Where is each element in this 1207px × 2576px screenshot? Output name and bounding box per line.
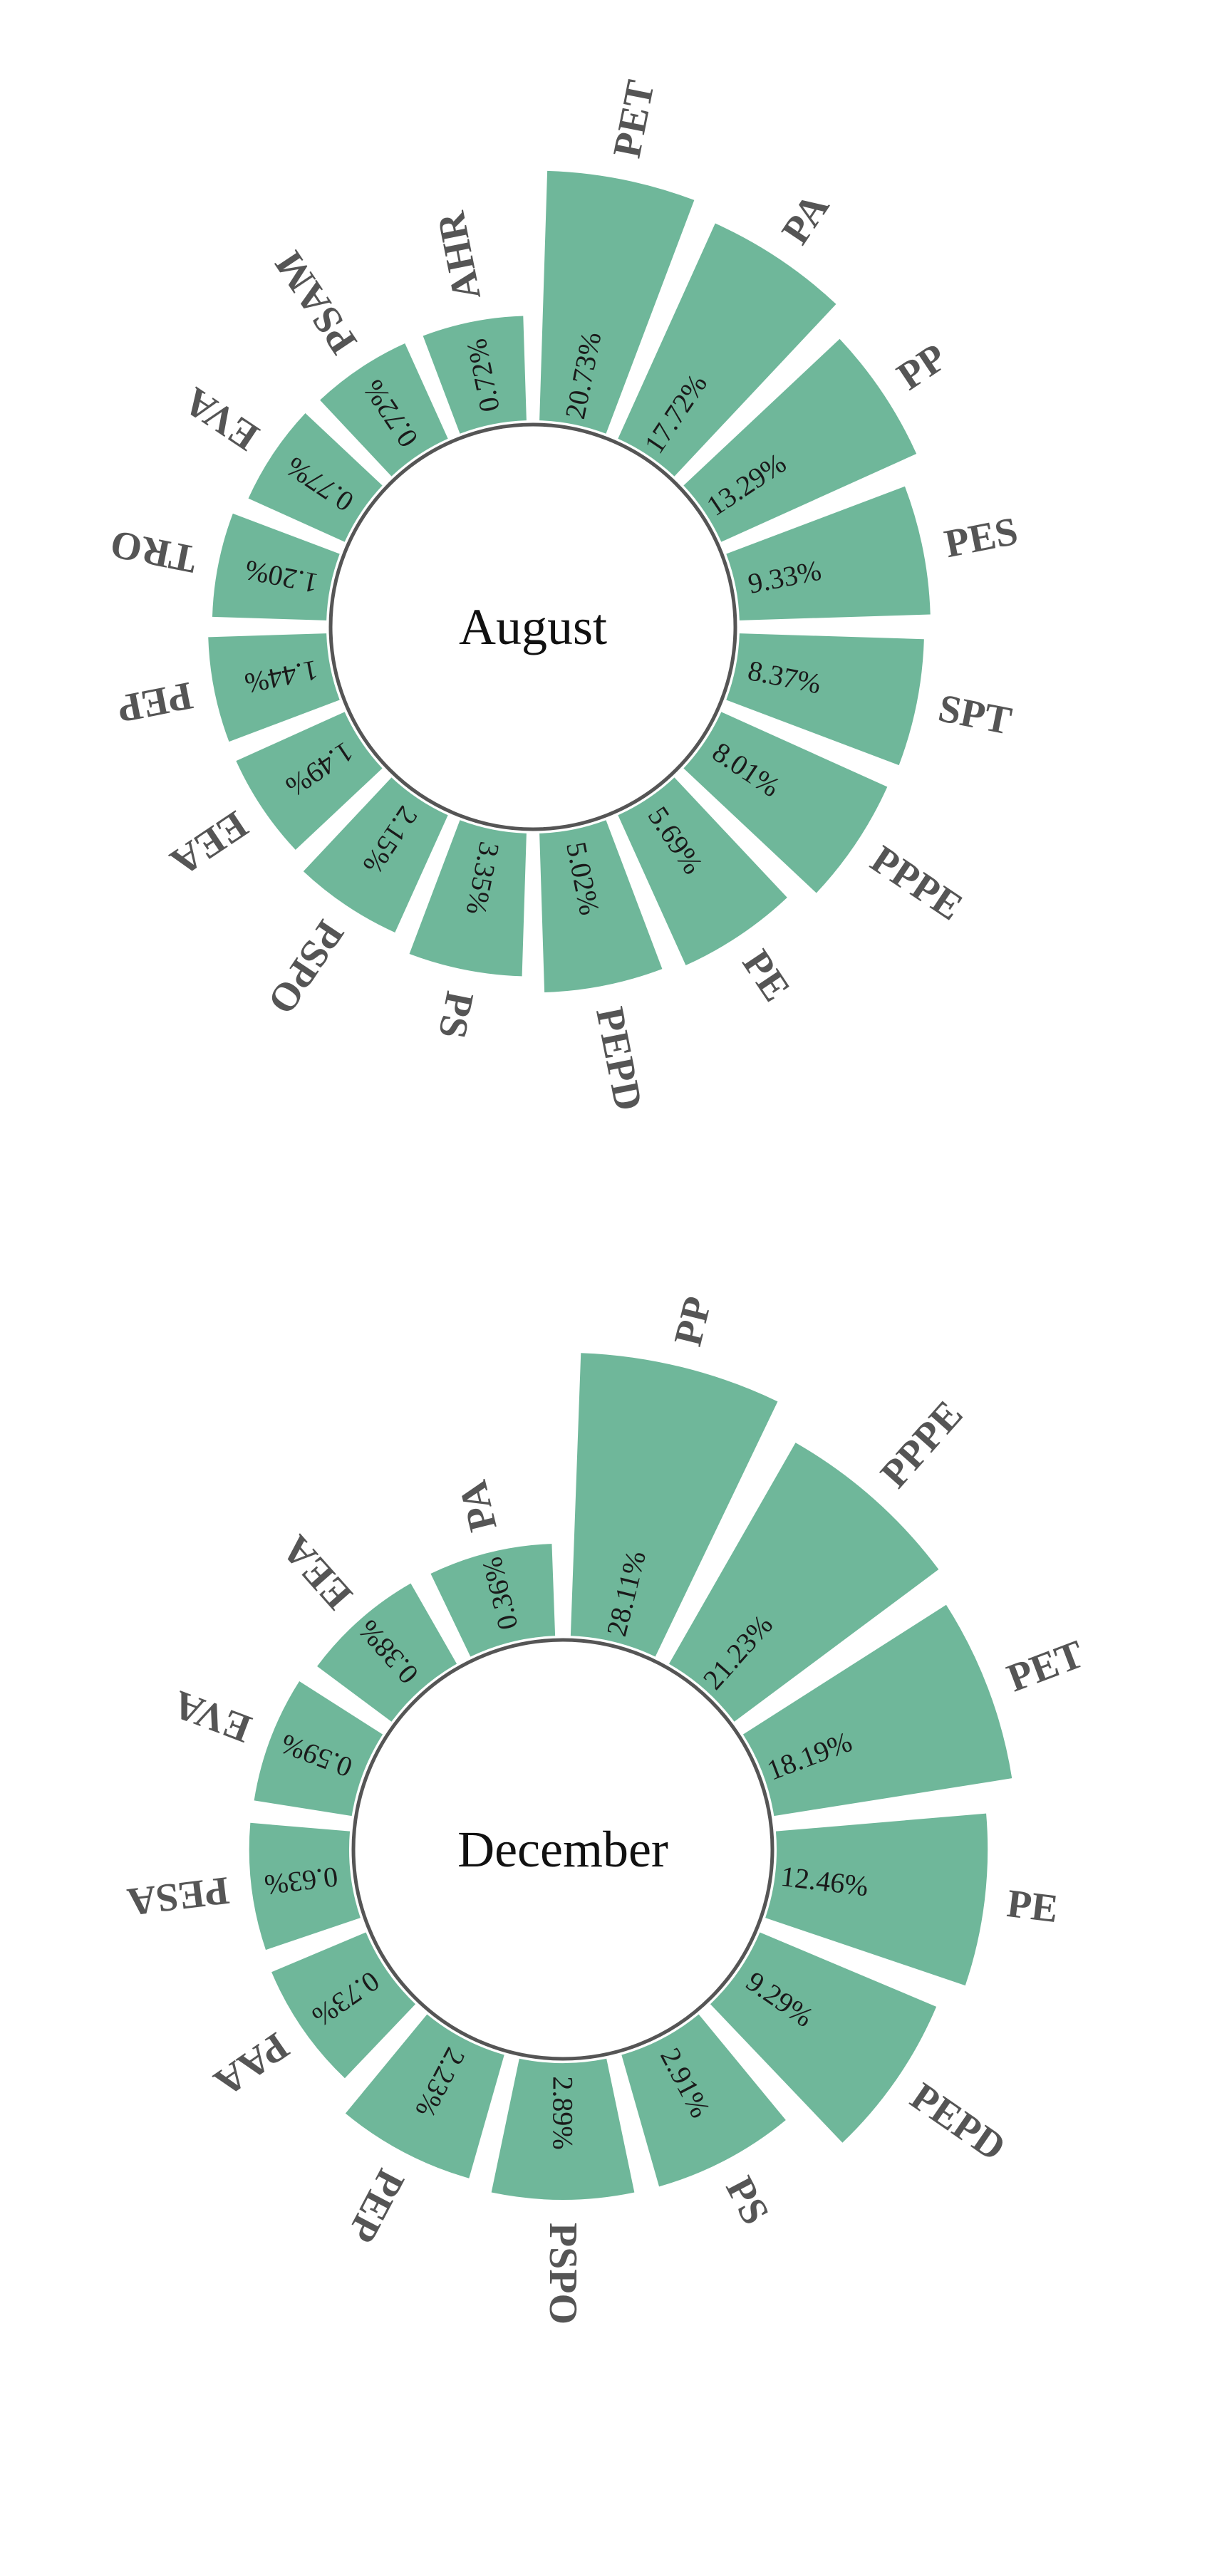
august-bar-pes [726,486,931,620]
august-category-label-spt: SPT [935,686,1015,744]
august-bar-ahr [423,316,527,434]
december-category-label-pe: PE [1005,1881,1061,1931]
august-bars [208,170,931,992]
december-category-label-eva: EVA [167,1682,257,1752]
december-category-label-ps: PS [717,2170,777,2232]
december-category-label-pet: PET [1002,1632,1090,1701]
december-bar-paa [271,1932,416,2079]
december-bar-pesa [249,1822,361,1951]
august-category-label-pet: PET [605,77,663,162]
august-center-circle [328,422,737,831]
august-category-label-pspo: PSPO [259,913,352,1022]
august-bar-pe [618,777,787,966]
december-category-label-paa: PAA [206,2024,296,2105]
december-bar-pet [742,1604,1012,1817]
august-bar-ps [409,820,527,977]
december-center-circle [351,1638,775,2061]
december-category-label-pp: PP [665,1292,720,1350]
december-bar-pepd [710,1932,937,2143]
august-category-label-psam: PSAM [266,243,366,361]
december-category-label-pep: PEP [338,2162,413,2249]
august-bar-psam [320,343,448,477]
december-radial-chart: 28.11%21.23%18.19%12.46%9.29%2.91%2.89%2… [125,1292,1090,2325]
december-bar-pa [430,1544,556,1657]
december-center-title: December [457,1821,668,1878]
august-category-label-pppe: PPPE [863,837,970,929]
august-bar-pet [539,170,695,434]
august-category-label-ps: PS [430,988,482,1042]
august-bar-pep [208,633,340,742]
december-category-label-pepd: PEPD [903,2074,1014,2170]
august-radial-chart: 20.73% 17.72%13.29%9.33%8.37%8.01%5.69%5.… [107,77,1022,1115]
december-bar-pp [570,1353,778,1657]
august-bar-eva [248,412,383,542]
august-bar-pp [683,338,917,542]
december-category-label-pesa: PESA [125,1868,232,1924]
december-bar-pspo [491,2058,635,2200]
august-category-label-pes: PES [941,509,1022,566]
august-bar-pepd [539,820,663,992]
december-category-label-pa: PA [451,1476,506,1536]
august-category-label-eea: EEA [162,802,256,885]
august-bar-pppe [683,712,888,893]
august-category-label-pepd: PEPD [587,1004,651,1115]
august-bar-pa [618,223,836,477]
august-category-label-pa: PA [773,185,838,252]
december-bar-eea [317,1583,457,1722]
august-category-label-eva: EVA [176,378,266,459]
december-category-label-eea: EEA [274,1527,361,1618]
august-category-label-pe: PE [734,942,799,1009]
december-bar-eva [254,1681,383,1817]
august-bar-spt [726,633,924,766]
august-category-label-pp: PP [889,335,954,399]
december-bar-ps [621,2014,786,2187]
december-bar-pppe [668,1443,939,1722]
august-category-label-tro: TRO [107,521,200,581]
december-bars [249,1353,1012,2200]
august-bar-pspo [303,777,448,933]
december-percent-label-pspo: 2.89% [547,2076,579,2149]
december-category-label-pppe: PPPE [872,1392,971,1496]
august-category-label-pep: PEP [114,673,197,731]
august-category-label-ahr: AHR [429,208,489,304]
december-bar-pe [765,1813,988,1986]
december-category-label-pspo: PSPO [541,2223,585,2325]
december-bar-pep [345,2014,504,2178]
august-bar-eea [236,712,383,850]
august-bar-tro [212,513,340,620]
august-center-title: August [459,598,607,655]
